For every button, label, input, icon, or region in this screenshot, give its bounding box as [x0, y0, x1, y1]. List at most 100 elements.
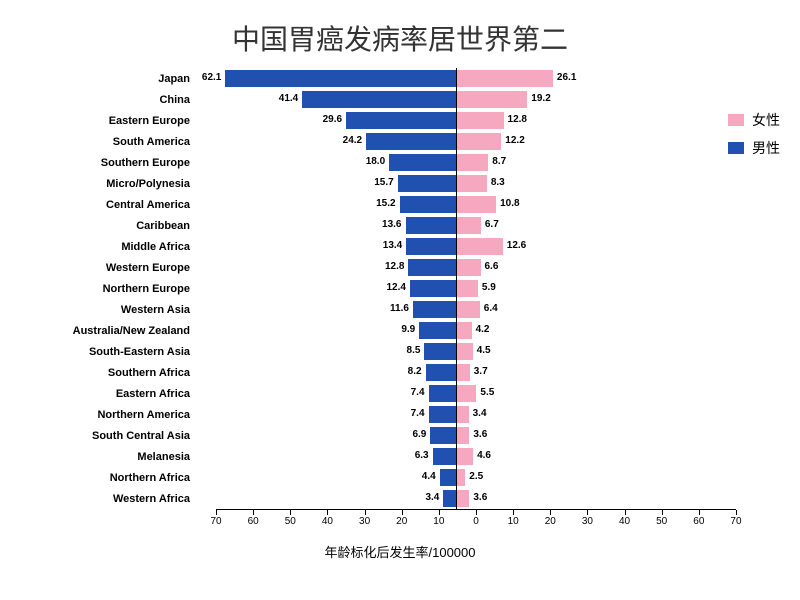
bars-wrap: 8.54.5: [196, 343, 716, 360]
bar-female: [456, 280, 478, 297]
legend-label-male: 男性: [752, 138, 780, 158]
tick-label: 60: [248, 516, 259, 527]
center-axis: [456, 299, 457, 320]
bar-female: [456, 175, 487, 192]
center-axis: [456, 257, 457, 278]
bar-female: [456, 112, 504, 129]
chart-title: 中国胃癌发病率居世界第二: [0, 0, 800, 68]
region-label: Western Europe: [20, 262, 196, 274]
legend-swatch-female: [728, 114, 744, 126]
bar-male: [413, 301, 456, 318]
tick-label: 50: [285, 516, 296, 527]
center-axis: [456, 89, 457, 110]
center-axis: [456, 278, 457, 299]
value-female: 10.8: [500, 198, 519, 209]
data-row: South-Eastern Asia8.54.5: [20, 341, 780, 362]
data-row: Northern Europe12.45.9: [20, 278, 780, 299]
tick: [625, 510, 626, 515]
bar-male: [443, 490, 456, 507]
bars-wrap: 62.126.1: [196, 70, 716, 87]
tick-label: 20: [396, 516, 407, 527]
value-male: 15.2: [376, 198, 395, 209]
value-male: 13.4: [383, 240, 402, 251]
region-label: Central America: [20, 199, 196, 211]
bar-male: [430, 427, 456, 444]
region-label: Western Africa: [20, 493, 196, 505]
bar-male: [389, 154, 456, 171]
bars-wrap: 13.412.6: [196, 238, 716, 255]
center-axis: [456, 194, 457, 215]
bar-female: [456, 469, 465, 486]
bar-female: [456, 427, 469, 444]
tick-label: 10: [433, 516, 444, 527]
region-label: Northern America: [20, 409, 196, 421]
data-row: South America24.212.2: [20, 131, 780, 152]
value-female: 12.2: [505, 135, 524, 146]
bars-wrap: 3.43.6: [196, 490, 716, 507]
bars-wrap: 6.93.6: [196, 427, 716, 444]
region-label: South-Eastern Asia: [20, 346, 196, 358]
bar-male: [406, 217, 457, 234]
value-female: 8.3: [491, 177, 505, 188]
bar-male: [225, 70, 456, 87]
region-label: Australia/New Zealand: [20, 325, 196, 337]
bar-male: [398, 175, 456, 192]
value-female: 6.6: [485, 261, 499, 272]
tick-label: 70: [210, 516, 221, 527]
value-male: 41.4: [279, 93, 298, 104]
bars-wrap: 13.66.7: [196, 217, 716, 234]
value-female: 8.7: [492, 156, 506, 167]
value-male: 24.2: [343, 135, 362, 146]
bars-wrap: 24.2 12.2: [196, 133, 716, 150]
data-row: Australia/New Zealand9.94.2: [20, 320, 780, 341]
data-row: South Central Asia6.93.6: [20, 425, 780, 446]
bars-wrap: 41.419.2: [196, 91, 716, 108]
data-row: Western Africa3.43.6: [20, 488, 780, 509]
center-axis: [456, 68, 457, 89]
bars-wrap: 11.66.4: [196, 301, 716, 318]
value-male: 7.4: [411, 387, 425, 398]
bars-wrap: 15.2 10.8: [196, 196, 716, 213]
tick-label: 40: [619, 516, 630, 527]
bar-female: [456, 301, 480, 318]
data-row: Japan62.126.1: [20, 68, 780, 89]
region-label: South Central Asia: [20, 430, 196, 442]
center-axis: [456, 341, 457, 362]
bar-female: [456, 154, 488, 171]
value-male: 13.6: [382, 219, 401, 230]
bar-male: [429, 385, 456, 402]
tick: [550, 510, 551, 515]
bars-wrap: 6.34.6: [196, 448, 716, 465]
region-label: Southern Europe: [20, 157, 196, 169]
region-label: Micro/Polynesia: [20, 178, 196, 190]
value-female: 4.5: [477, 345, 491, 356]
value-male: 6.9: [412, 429, 426, 440]
bars-wrap: 8.23.7: [196, 364, 716, 381]
value-male: 4.4: [422, 471, 436, 482]
value-male: 12.4: [386, 282, 405, 293]
data-row: Middle Africa13.412.6: [20, 236, 780, 257]
chart-area: Japan62.126.1China41.419.2Eastern Europe…: [20, 68, 780, 558]
region-label: Northern Europe: [20, 283, 196, 295]
center-axis: [456, 362, 457, 383]
tick: [253, 510, 254, 515]
center-axis: [456, 446, 457, 467]
bar-male: [440, 469, 456, 486]
bar-male: [346, 112, 456, 129]
tick: [402, 510, 403, 515]
tick: [216, 510, 217, 515]
bars-wrap: 9.94.2: [196, 322, 716, 339]
tick-label: 60: [693, 516, 704, 527]
bars-wrap: 18.0 8.7: [196, 154, 716, 171]
value-male: 29.6: [323, 114, 342, 125]
data-row: Northern Africa4.42.5: [20, 467, 780, 488]
value-female: 26.1: [557, 72, 576, 83]
legend-female: 女性: [728, 110, 780, 130]
bar-male: [400, 196, 456, 213]
data-row: Caribbean13.66.7: [20, 215, 780, 236]
legend-male: 男性: [728, 138, 780, 158]
center-axis: [456, 173, 457, 194]
value-male: 18.0: [366, 156, 385, 167]
bar-female: [456, 406, 469, 423]
bars-wrap: 15.78.3: [196, 175, 716, 192]
